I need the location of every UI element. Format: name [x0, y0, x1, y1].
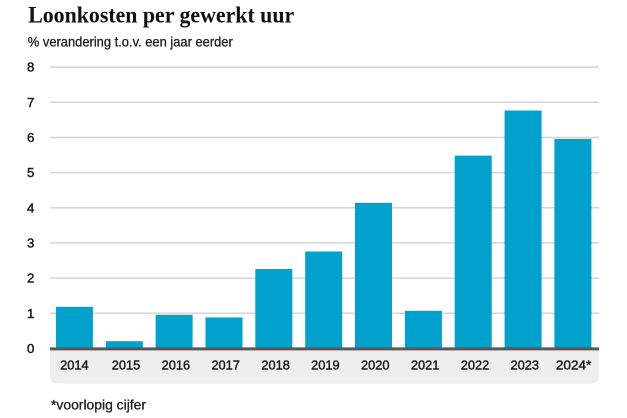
- svg-text:2020: 2020: [361, 358, 390, 373]
- svg-text:7: 7: [27, 95, 34, 110]
- svg-text:2024*: 2024*: [556, 358, 592, 373]
- svg-text:2014: 2014: [60, 358, 89, 373]
- svg-text:2016: 2016: [162, 358, 191, 373]
- svg-text:4: 4: [27, 200, 34, 215]
- svg-text:*voorlopig cijfer: *voorlopig cijfer: [51, 397, 146, 412]
- svg-text:2017: 2017: [211, 358, 240, 373]
- svg-text:3: 3: [27, 236, 34, 251]
- svg-text:5: 5: [27, 165, 34, 180]
- svg-text:0: 0: [27, 341, 34, 356]
- svg-text:% verandering t.o.v. een jaar: % verandering t.o.v. een jaar eerder: [28, 34, 233, 49]
- svg-text:8: 8: [27, 60, 34, 75]
- svg-text:2023: 2023: [511, 358, 540, 373]
- svg-text:6: 6: [27, 130, 34, 145]
- svg-text:1: 1: [27, 306, 34, 321]
- svg-text:2019: 2019: [311, 358, 340, 373]
- svg-text:2021: 2021: [411, 358, 440, 373]
- svg-text:2022: 2022: [461, 358, 490, 373]
- svg-text:Loonkosten per gewerkt uur: Loonkosten per gewerkt uur: [28, 3, 294, 28]
- svg-text:2: 2: [27, 271, 34, 286]
- svg-text:2015: 2015: [112, 358, 141, 373]
- svg-text:2018: 2018: [261, 358, 290, 373]
